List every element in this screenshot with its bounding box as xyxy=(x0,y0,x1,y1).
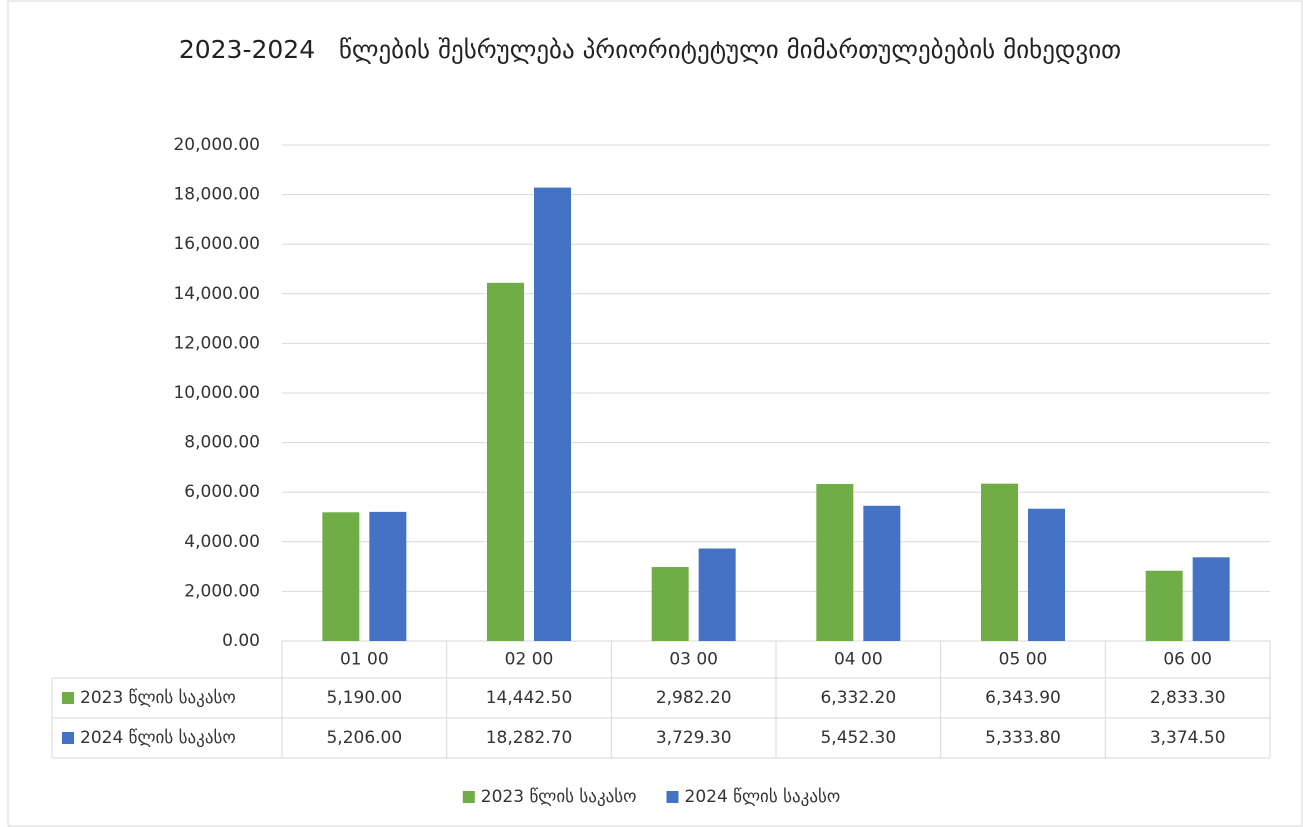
table-cell: 5,333.80 xyxy=(985,728,1061,748)
bar xyxy=(1145,570,1183,641)
y-tick-label: 16,000.00 xyxy=(173,234,260,254)
bar xyxy=(863,505,901,641)
table-cell: 2,982.20 xyxy=(656,688,732,708)
table-row-label: 2024 წლის საკასო xyxy=(80,728,236,748)
y-tick-label: 18,000.00 xyxy=(173,185,260,205)
table-cell: 14,442.50 xyxy=(486,688,573,708)
bar xyxy=(322,512,360,641)
table-cell: 18,282.70 xyxy=(486,728,573,748)
bar xyxy=(487,282,524,641)
bar xyxy=(369,511,407,641)
bar xyxy=(698,548,736,641)
table-cell: 6,343.90 xyxy=(985,688,1061,708)
x-tick-label: 05 00 xyxy=(999,650,1048,670)
y-tick-label: 0.00 xyxy=(222,631,260,651)
table-cell: 5,452.30 xyxy=(820,728,896,748)
table-cell: 3,374.50 xyxy=(1150,728,1226,748)
x-tick-label: 06 00 xyxy=(1163,650,1212,670)
y-tick-label: 4,000.00 xyxy=(184,532,260,552)
y-tick-label: 20,000.00 xyxy=(173,135,260,155)
table-cell: 5,190.00 xyxy=(326,688,402,708)
x-tick-label: 03 00 xyxy=(669,650,718,670)
y-tick-label: 14,000.00 xyxy=(173,284,260,304)
bar xyxy=(534,187,571,641)
table-cell: 6,332.20 xyxy=(820,688,896,708)
y-tick-label: 2,000.00 xyxy=(184,581,260,601)
y-tick-label: 6,000.00 xyxy=(184,482,260,502)
bar xyxy=(1192,557,1230,641)
bar xyxy=(1028,508,1065,641)
table-cell: 5,206.00 xyxy=(326,728,402,748)
chart-border xyxy=(7,0,1303,827)
y-tick-label: 8,000.00 xyxy=(184,433,260,453)
table-row-label: 2023 წლის საკასო xyxy=(80,688,236,708)
table-cell: 2,833.30 xyxy=(1150,688,1226,708)
legend-key xyxy=(462,791,475,803)
y-tick-label: 12,000.00 xyxy=(173,333,260,353)
bar xyxy=(981,483,1018,641)
legend-label: 2024 წლის საკასო xyxy=(685,787,841,807)
legend-key xyxy=(62,692,74,704)
legend-label: 2023 წლის საკასო xyxy=(481,787,637,807)
legend-key xyxy=(666,791,679,803)
bar xyxy=(651,567,689,641)
x-tick-label: 01 00 xyxy=(340,650,389,670)
bar xyxy=(816,483,854,641)
x-tick-label: 02 00 xyxy=(505,650,554,670)
legend-key xyxy=(62,732,74,744)
table-cell: 3,729.30 xyxy=(656,728,732,748)
chart-title: 2023-2024 წლების შესრულება პრიორიტეტული … xyxy=(178,35,1122,64)
y-tick-label: 10,000.00 xyxy=(173,383,260,403)
x-tick-label: 04 00 xyxy=(834,650,883,670)
